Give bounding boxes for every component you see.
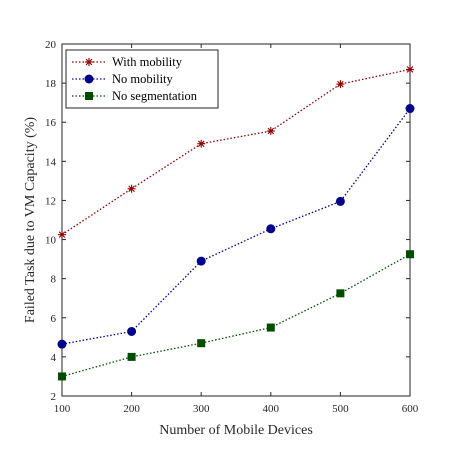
y-tick-label: 12 <box>45 195 56 207</box>
data-point <box>127 352 136 361</box>
y-tick-label: 14 <box>45 156 57 168</box>
y-tick-label: 4 <box>51 352 57 364</box>
legend: With mobility No mobility No segmentation <box>65 49 219 109</box>
data-point <box>127 184 136 193</box>
legend-item: With mobility <box>72 55 183 69</box>
data-point <box>266 127 275 136</box>
data-point <box>197 139 206 148</box>
legend-marker <box>85 58 93 66</box>
data-point <box>336 289 345 298</box>
data-point <box>335 196 345 206</box>
series-2 <box>58 250 414 381</box>
y-tick-label: 18 <box>45 78 57 90</box>
x-tick-label: 200 <box>123 403 140 415</box>
data-point <box>406 250 414 259</box>
data-point <box>58 230 66 239</box>
x-tick-label: 100 <box>54 403 71 415</box>
data-point <box>57 339 67 349</box>
data-point <box>406 65 414 74</box>
y-axis-label: Failed Task due to VM Capacity (%) <box>23 117 38 323</box>
y-tick-label: 2 <box>51 391 57 403</box>
x-tick-label: 600 <box>402 403 419 415</box>
data-point <box>127 326 137 336</box>
series-layer <box>57 65 415 381</box>
data-point <box>197 339 206 348</box>
y-tick-label: 6 <box>51 313 57 325</box>
y-tick-label: 20 <box>45 39 57 51</box>
series-line <box>61 108 411 345</box>
series-line <box>61 253 411 378</box>
x-tick-label: 500 <box>332 403 349 415</box>
series-line <box>61 68 411 236</box>
data-point <box>58 372 66 381</box>
x-axis-label: Number of Mobile Devices <box>159 423 313 438</box>
data-point <box>266 323 275 332</box>
y-tick-label: 10 <box>45 235 57 247</box>
data-point <box>336 80 345 89</box>
x-tick-label: 300 <box>193 403 210 415</box>
legend-item: No segmentation <box>72 89 198 103</box>
y-tick-label: 16 <box>45 117 57 129</box>
legend-marker <box>84 74 94 84</box>
x-tick-label: 400 <box>263 403 280 415</box>
legend-marker <box>85 92 93 100</box>
legend-label: No segmentation <box>112 89 198 103</box>
y-tick-label: 8 <box>51 274 57 286</box>
data-point <box>266 224 276 234</box>
data-point <box>196 256 206 266</box>
axis-ticks: 100 200 300 400 500 600 2 4 6 8 10 12 14 16 18 20 <box>45 39 419 415</box>
series-0 <box>58 65 414 239</box>
legend-label: With mobility <box>112 55 183 69</box>
series-1 <box>57 104 415 349</box>
legend-item: No mobility <box>72 72 174 86</box>
legend-label: No mobility <box>112 72 174 86</box>
data-point <box>405 104 415 114</box>
